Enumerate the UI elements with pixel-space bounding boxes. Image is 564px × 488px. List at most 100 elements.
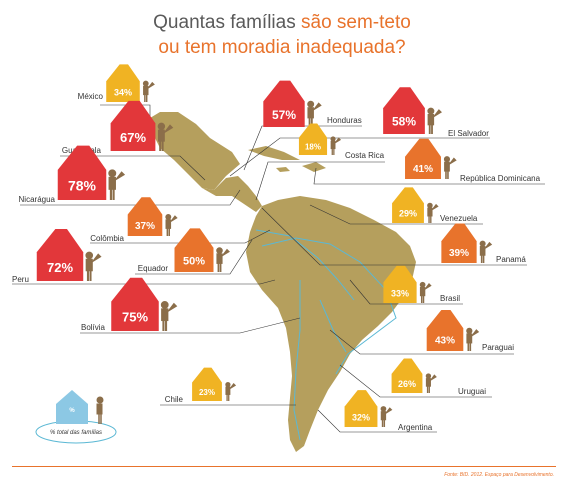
house-icon-republica-dominicana [405, 138, 441, 179]
country-label-argentina: Argentina [398, 423, 433, 432]
value-label-venezuela: 29% [399, 209, 417, 219]
central-america-landmass [202, 176, 262, 212]
leader-line-panama [261, 207, 527, 266]
hispaniola-island [302, 162, 326, 172]
legend-person-icon [96, 396, 104, 424]
leader-line-peru [12, 279, 276, 285]
value-label-costa-rica: 18% [305, 142, 321, 151]
person-icon-paraguai [466, 327, 480, 351]
country-label-peru: Peru [12, 275, 29, 284]
house-icon-brasil [383, 265, 417, 303]
country-label-venezuela: Venezuela [440, 214, 478, 223]
person-icon-bolivia [160, 300, 178, 331]
house-icon-equador [174, 228, 214, 272]
house-icon-mexico [106, 64, 140, 102]
value-label-argentina: 32% [352, 412, 370, 422]
mexico-landmass [150, 112, 240, 190]
country-label-costa-rica: Costa Rica [345, 151, 385, 160]
footer-rule [12, 466, 556, 467]
house-icon-colombia [127, 197, 163, 236]
legend: % % total das famílias [35, 390, 117, 444]
house-icon-guatemala [110, 100, 156, 151]
house-icon-honduras [263, 80, 305, 127]
country-label-brasil: Brasil [440, 294, 460, 303]
leader-line-el-salvador [229, 137, 490, 177]
country-label-equador: Equador [138, 264, 169, 273]
value-label-panama: 39% [449, 248, 469, 259]
person-icon-honduras [307, 100, 322, 127]
country-label-nicaragua: Nicarágua [19, 195, 56, 204]
person-icon-brasil [419, 281, 432, 303]
leader-line-costa-rica [255, 161, 385, 201]
person-icon-uruguai [425, 373, 437, 393]
country-label-honduras: Honduras [327, 116, 362, 125]
country-label-bolivia: Bolívia [81, 323, 106, 332]
value-label-bolivia: 75% [122, 310, 148, 325]
value-label-peru: 72% [47, 260, 73, 275]
country-label-mexico: México [78, 92, 104, 101]
person-icon-republica-dominicana [443, 156, 457, 179]
leader-line-uruguai [339, 364, 492, 398]
value-label-chile: 23% [199, 388, 215, 397]
leader-line-honduras [243, 125, 362, 171]
house-icon-costa-rica [298, 123, 328, 155]
leader-line-colombia [90, 229, 271, 244]
house-icon-panama [441, 223, 477, 263]
country-label-chile: Chile [165, 395, 184, 404]
house-icon-argentina [344, 390, 378, 427]
house-icon-peru [36, 228, 84, 281]
house-icon-venezuela [392, 187, 424, 223]
person-icon-colombia [165, 214, 178, 236]
leader-line-nicaragua [20, 189, 241, 206]
value-label-paraguai: 43% [435, 336, 455, 347]
person-icon-nicaragua [108, 169, 126, 200]
person-icon-venezuela [427, 202, 439, 223]
leader-line-brasil [349, 279, 463, 305]
value-label-republica-dominicana: 41% [413, 164, 433, 175]
leader-line-mexico [100, 104, 151, 118]
person-icon-panama [479, 240, 493, 263]
value-label-el-salvador: 58% [392, 115, 416, 129]
title-line-2: ou tem moradia inadequada? [158, 37, 406, 58]
country-label-paraguai: Paraguai [482, 343, 514, 352]
title-line-1: Quantas famílias são sem-teto [0, 10, 564, 35]
jamaica-island [276, 167, 290, 172]
leader-line-argentina [317, 409, 437, 433]
house-icon-el-salvador [383, 87, 425, 134]
person-icon-argentina [380, 406, 393, 427]
chart-title: Quantas famílias são sem-teto ou tem mor… [0, 10, 564, 60]
person-icon-peru [85, 251, 102, 281]
house-icon-paraguai [426, 309, 464, 351]
house-icon-uruguai [391, 358, 423, 393]
person-icon-el-salvador [427, 107, 442, 134]
legend-house-icon [56, 390, 88, 424]
country-label-el-salvador: El Salvador [448, 129, 489, 138]
leader-line-paraguai [329, 329, 514, 355]
title-plain: Quantas famílias [153, 12, 301, 33]
value-label-honduras: 57% [272, 108, 296, 122]
value-label-nicaragua: 78% [68, 177, 97, 193]
house-icon-chile [192, 367, 222, 401]
leader-line-republica-dominicana [313, 167, 545, 185]
value-label-equador: 50% [183, 255, 205, 267]
house-icon-nicaragua [57, 145, 107, 200]
latin-america-map [150, 112, 416, 452]
house-icon-bolivia [111, 277, 159, 331]
leader-line-bolivia [80, 317, 301, 334]
cuba-island [248, 146, 300, 160]
value-label-mexico: 34% [114, 87, 132, 97]
value-label-guatemala: 67% [120, 130, 146, 145]
leader-line-venezuela [309, 204, 483, 225]
person-icon-equador [216, 247, 230, 272]
leader-line-equador [135, 239, 253, 275]
legend-symbol: % [69, 408, 75, 414]
value-label-uruguai: 26% [398, 379, 416, 389]
source-note: Fonte: BID. 2012. Espaço para Desenvolvi… [444, 472, 554, 478]
country-label-panama: Panamá [496, 255, 526, 264]
country-label-uruguai: Uruguai [458, 387, 486, 396]
callout-layer: 34%México67%Guatemala78%Nicarágua37%Colô… [12, 64, 545, 433]
value-label-brasil: 33% [391, 288, 409, 298]
person-icon-guatemala [157, 122, 174, 151]
country-label-republica-dominicana: República Dominicana [460, 174, 541, 183]
